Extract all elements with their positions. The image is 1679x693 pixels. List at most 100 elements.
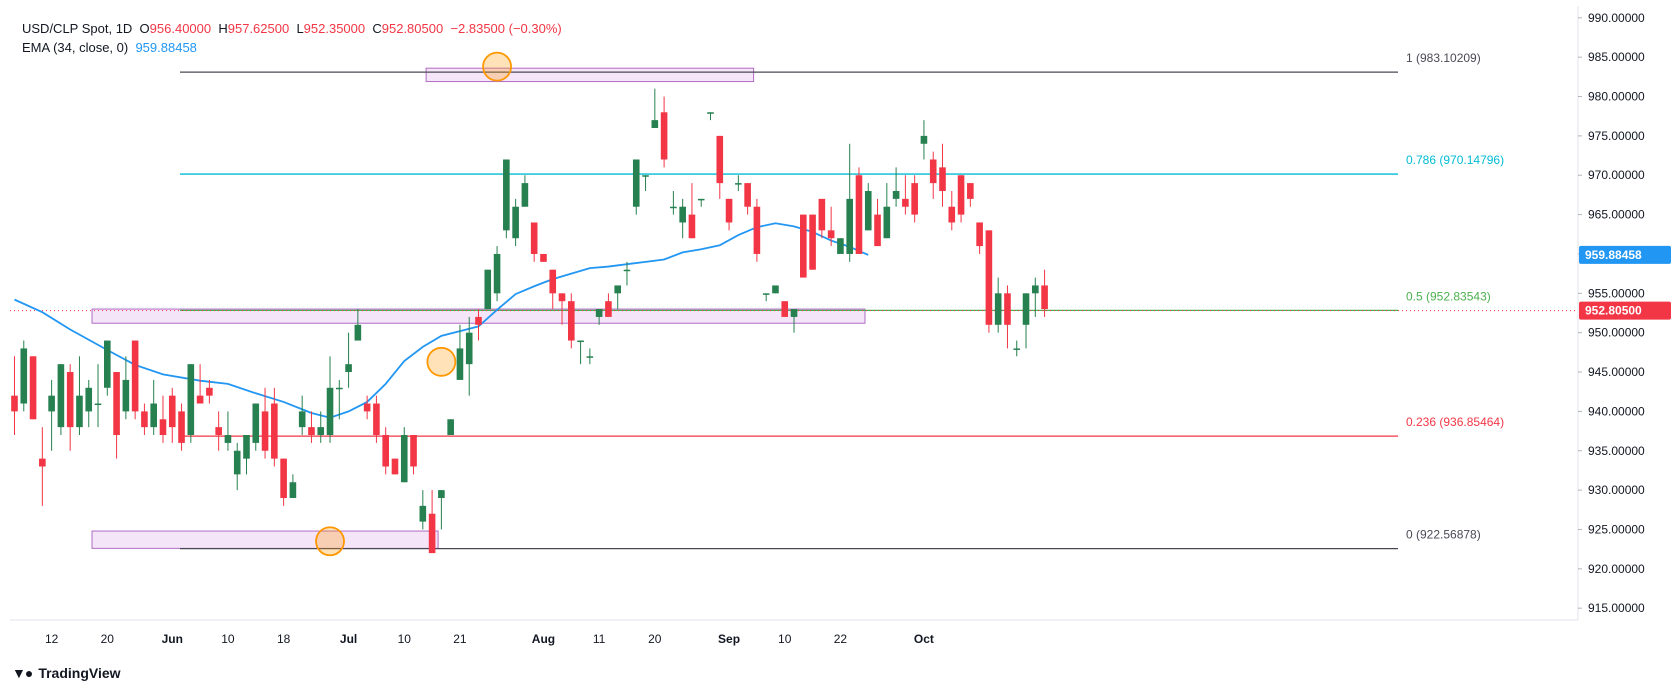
candle-body	[846, 198, 853, 254]
symbol-label[interactable]: USD/CLP Spot, 1D	[22, 21, 133, 36]
candle	[224, 411, 232, 451]
candle	[308, 411, 315, 443]
candle-body	[317, 427, 325, 436]
change-value: −2.83500 (−0.30%)	[450, 21, 562, 36]
y-tick-label: 985.00000	[1588, 50, 1645, 64]
brand-name: TradingView	[38, 665, 121, 681]
candle	[716, 135, 724, 199]
candle	[261, 387, 269, 459]
candle	[354, 309, 362, 341]
candle-body	[558, 293, 566, 302]
ema-price-tag-bg	[1579, 245, 1671, 264]
candle-body	[725, 198, 733, 223]
candle	[735, 175, 742, 191]
open-label: O	[139, 21, 150, 36]
ema-label[interactable]: EMA (34, close, 0)	[22, 40, 129, 55]
candle-body	[428, 513, 436, 554]
candle-body	[326, 387, 334, 436]
support-resistance-zone	[91, 530, 439, 549]
ema-row: EMA (34, close, 0) 959.88458	[22, 38, 562, 57]
candle	[1041, 269, 1048, 317]
candle	[382, 427, 389, 475]
candle-body	[503, 159, 510, 231]
candle	[744, 183, 751, 215]
candle-body	[874, 214, 881, 247]
candle	[141, 403, 148, 436]
candle	[800, 214, 807, 278]
candle	[697, 198, 705, 207]
candle-body	[716, 135, 724, 184]
candle-body	[94, 403, 102, 406]
candle-body	[595, 309, 603, 317]
y-tick-label: 915.00000	[1588, 601, 1645, 615]
candle	[809, 214, 816, 270]
candle-body	[1022, 293, 1030, 325]
candle-body	[354, 324, 362, 341]
candle	[753, 198, 761, 262]
candle-body	[141, 411, 148, 428]
candle	[326, 356, 334, 443]
candle	[837, 238, 844, 254]
y-tick-label: 950.00000	[1588, 326, 1645, 340]
candle	[892, 167, 900, 207]
candle	[252, 403, 260, 451]
ema-line	[14, 222, 869, 419]
candle	[178, 403, 185, 451]
candle	[1013, 340, 1021, 357]
candle	[948, 190, 956, 231]
candle-body	[1013, 348, 1021, 350]
candle-body	[994, 293, 1002, 325]
candle-body	[586, 356, 594, 358]
candle	[484, 269, 492, 310]
candle-body	[744, 183, 751, 207]
candle-body	[493, 253, 501, 294]
chart-legend: USD/CLP Spot, 1D O956.40000 H957.62500 L…	[22, 19, 562, 57]
open-value: 956.40000	[149, 21, 212, 36]
candle	[994, 277, 1002, 333]
candle	[586, 348, 594, 365]
candle-body	[48, 395, 55, 412]
candle-body	[271, 403, 278, 459]
x-tick-label: 20	[101, 632, 115, 646]
candle-body	[252, 403, 260, 443]
candle	[187, 364, 195, 443]
y-tick-label: 965.00000	[1588, 208, 1645, 222]
candle	[298, 395, 306, 436]
candle-body	[707, 112, 714, 114]
x-tick-label: Aug	[532, 632, 555, 646]
y-tick-label: 930.00000	[1588, 483, 1645, 497]
candle-body	[735, 183, 742, 185]
candle	[512, 198, 519, 247]
candle-body	[363, 403, 371, 412]
candle-body	[948, 206, 956, 223]
candle-body	[76, 395, 83, 428]
current-price-tag: 952.80500	[1585, 304, 1642, 318]
candle	[540, 253, 547, 262]
candle	[196, 364, 204, 404]
candle	[790, 309, 798, 333]
candle	[762, 293, 770, 302]
candle-body	[957, 175, 965, 215]
candle-body	[976, 222, 983, 247]
candle	[113, 372, 120, 459]
x-tick-label: 10	[398, 632, 412, 646]
candle-body	[131, 340, 139, 412]
candle	[605, 293, 612, 317]
candle	[967, 183, 974, 207]
candle-body	[11, 395, 18, 412]
tradingview-brand[interactable]: ▼● TradingView	[12, 665, 121, 681]
candle	[48, 379, 55, 451]
candle	[465, 316, 473, 396]
fib-level-label: 1 (983.10209)	[1406, 51, 1481, 65]
candle-body	[168, 395, 176, 428]
fib-level-label: 0.5 (952.83543)	[1406, 289, 1491, 303]
candle-body	[651, 120, 659, 129]
candle-body	[391, 458, 399, 475]
candle-body	[336, 387, 343, 390]
candle	[660, 96, 668, 168]
close-label: C	[372, 21, 382, 36]
y-tick-label: 955.00000	[1588, 286, 1645, 300]
x-tick-label: 20	[648, 632, 662, 646]
candle	[150, 379, 157, 436]
